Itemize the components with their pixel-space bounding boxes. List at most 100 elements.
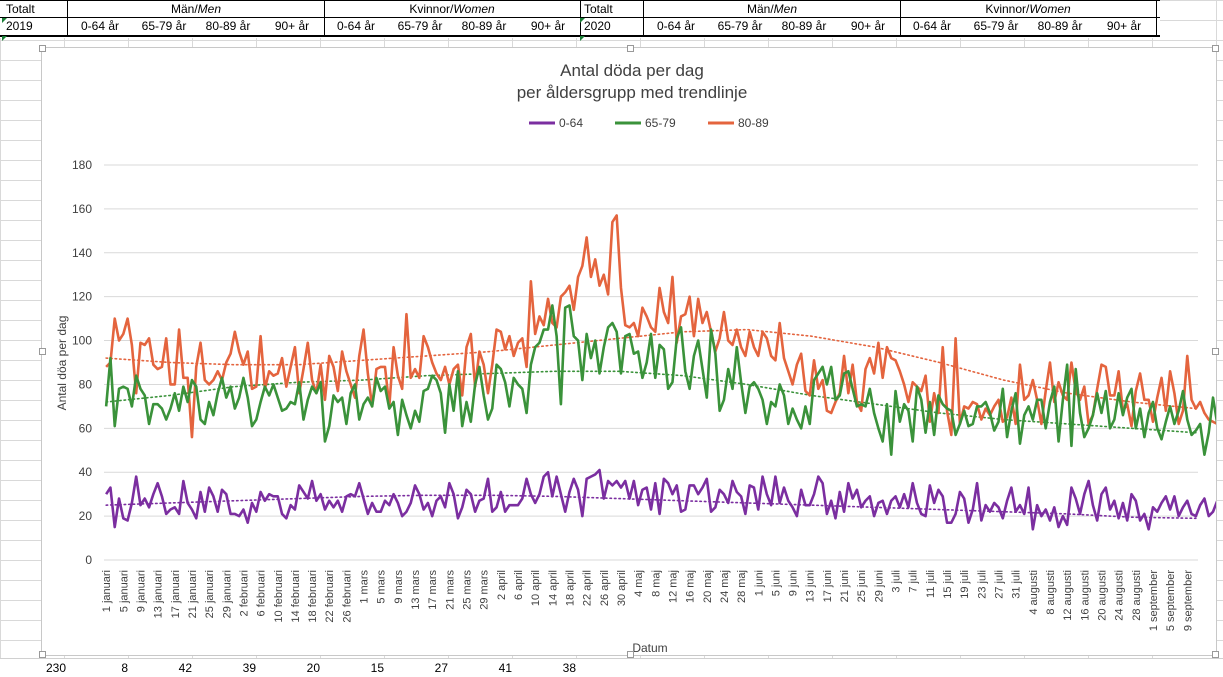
x-tick-label: 1 mars [359,570,371,604]
age-cell[interactable]: 80-89 år [205,19,251,33]
resize-handle[interactable] [39,651,46,658]
men-header-right[interactable]: Män/Men [644,1,900,18]
x-tick-label: 18 februari [307,570,319,623]
age-cell[interactable]: 65-79 år [397,19,443,33]
total-label-left[interactable]: Totalt [6,2,35,16]
y-tick-label: 40 [79,465,93,479]
resize-handle[interactable] [1212,651,1219,658]
x-tick-label: 28 maj [736,570,748,603]
year-right[interactable]: 2020 [584,19,611,33]
sheet-cell[interactable]: 20 [306,661,320,675]
cell-border [900,0,901,37]
x-tick-label: 28 augusti [1131,570,1143,621]
age-cell[interactable]: 0-64 år [80,19,120,33]
bottom-data-row: 230 8 42 39 20 15 27 41 38 [0,658,1223,677]
x-axis-title[interactable]: Datum [632,641,667,655]
x-tick-label: 14 april [547,570,559,606]
total-label-right[interactable]: Totalt [584,2,613,16]
x-tick-label: 24 maj [719,570,731,603]
line-chart: Antal döda per dag per åldersgrupp med t… [55,61,1223,655]
chart-subtitle[interactable]: per åldersgrupp med trendlinje [517,83,748,102]
x-tick-label: 17 januari [170,570,182,618]
y-axis-title[interactable]: Antal döa per dag [55,316,69,411]
age-cell[interactable]: 0-64 år [656,19,696,33]
age-cell[interactable]: 0-64 år [912,19,952,33]
x-tick-label: 1 september [1148,570,1160,631]
cell-border [1156,0,1157,37]
age-cell[interactable]: 90+ år [850,19,886,33]
series-lines[interactable] [104,214,1223,551]
resize-handle[interactable] [39,45,46,52]
x-tick-label: 3 juli [891,570,903,593]
x-tick-label: 21 mars [444,570,456,610]
sheet-cell[interactable]: 15 [370,661,384,675]
age-cell[interactable]: 90+ år [274,19,310,33]
x-tick-label: 31 juli [1011,570,1023,599]
resize-handle[interactable] [39,348,46,355]
chart-title[interactable]: Antal döda per dag [560,61,704,80]
sheet-cell[interactable]: 8 [121,661,128,675]
age-cell[interactable]: 65-79 år [973,19,1019,33]
legend-label-0-64: 0-64 [559,116,583,130]
age-cell[interactable]: 65-79 år [141,19,187,33]
series-line-80-89 [105,214,1223,439]
year-left[interactable]: 2019 [6,19,33,33]
x-tick-label: 10 april [530,570,542,606]
x-tick-label: 25 mars [462,570,474,610]
x-tick-label: 5 januari [118,570,130,612]
resize-handle[interactable] [627,651,634,658]
x-tick-label: 21 januari [187,570,199,618]
x-tick-label: 20 augusti [1096,570,1108,621]
y-tick-label: 100 [72,334,92,348]
y-tick-label: 140 [72,246,92,260]
sheet-cell[interactable]: 39 [242,661,256,675]
age-cell[interactable]: 80-89 år [781,19,827,33]
x-tick-label: 5 mars [376,570,388,604]
y-tick-label: 0 [85,553,92,567]
cell-border [67,0,68,37]
chart-legend[interactable]: 0-64 65-79 80-89 [529,116,769,130]
chart-object[interactable]: Antal döda per dag per åldersgrupp med t… [39,45,1223,658]
age-cell[interactable]: 0-64 år [336,19,376,33]
legend-label-65-79: 65-79 [645,116,676,130]
x-tick-label: 17 juni [822,570,834,602]
age-cell[interactable]: 80-89 år [1037,19,1083,33]
sheet-cell[interactable]: 230 [45,661,66,675]
cell-error-indicator [580,18,585,23]
x-tick-label: 6 april [513,570,525,600]
resize-handle[interactable] [1212,45,1219,52]
sheet-cell[interactable]: 27 [434,661,448,675]
x-tick-label: 5 september [1165,570,1177,631]
men-header-left[interactable]: Män/Men [68,1,324,18]
resize-handle[interactable] [627,45,634,52]
sheet-cell[interactable]: 38 [562,661,576,675]
x-tick-label: 20 maj [702,570,714,603]
x-tick-label: 14 februari [290,570,302,623]
x-tick-label: 24 augusti [1114,570,1126,621]
age-cell[interactable]: 65-79 år [717,19,763,33]
x-tick-label: 29 juni [873,570,885,602]
women-header-right[interactable]: Kvinnor/Women [900,1,1156,18]
x-tick-label: 11 juli [925,570,937,598]
age-cell[interactable]: 90+ år [530,19,566,33]
x-tick-label: 10 februari [273,570,285,623]
x-tick-label: 6 februari [256,570,268,616]
age-cell[interactable]: 80-89 år [461,19,507,33]
x-tick-label: 9 september [1182,570,1194,631]
y-axis: 0 20 40 60 80 100 120 140 160 180 [72,158,92,567]
trendlines [105,328,1197,520]
cell-error-indicator [580,36,585,41]
resize-handle[interactable] [1212,348,1219,355]
x-tick-label: 12 augusti [1062,570,1074,621]
series-line-65-79 [104,304,1223,456]
women-label: Kvinnor/ [409,2,454,16]
sheet-cell[interactable]: 42 [178,661,192,675]
women-header-left[interactable]: Kvinnor/Women [324,1,580,18]
age-cell[interactable]: 90+ år [1106,19,1142,33]
cell-border [324,0,325,37]
x-tick-label: 27 juli [994,570,1006,599]
x-tick-label: 13 januari [153,570,165,618]
x-tick-label: 26 februari [341,570,353,623]
x-tick-label: 21 juni [839,570,851,602]
sheet-cell[interactable]: 41 [498,661,512,675]
